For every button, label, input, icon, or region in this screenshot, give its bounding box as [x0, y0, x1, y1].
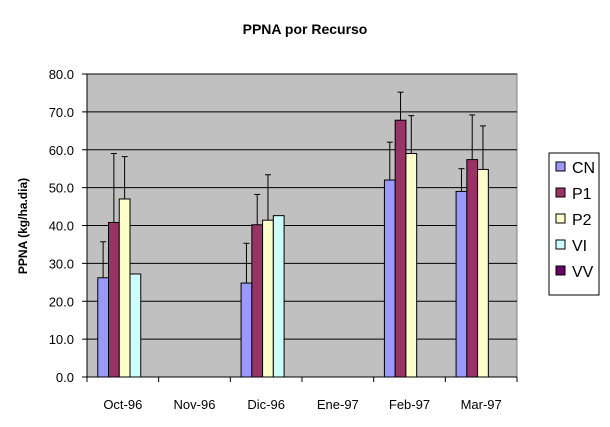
x-tick-label: Mar-97 — [461, 397, 502, 412]
bar-p1-mar-97 — [466, 159, 479, 378]
legend-label-vv: VV — [572, 264, 594, 281]
legend-label-p2: P2 — [572, 212, 592, 229]
legend-swatch-vv — [555, 265, 566, 276]
bar-cn-mar-97 — [455, 190, 468, 378]
legend-swatch-p1 — [555, 187, 566, 198]
x-tick-label: Dic-96 — [247, 397, 285, 412]
y-tick-label: 40.0 — [49, 219, 74, 234]
bar-p2-mar-97 — [477, 168, 489, 378]
bar-cn-oct-96 — [97, 277, 109, 378]
y-tick-label: 80.0 — [49, 67, 74, 82]
bars — [97, 119, 489, 378]
y-tick-label: 20.0 — [49, 294, 74, 309]
bar-p1-dic-96 — [251, 224, 264, 378]
y-tick-label: 0.0 — [56, 370, 74, 385]
y-tick-label: 30.0 — [49, 256, 74, 271]
bar-p2-feb-97 — [405, 153, 418, 378]
y-tick-label: 50.0 — [49, 181, 74, 196]
bar-p1-oct-96 — [108, 221, 120, 378]
gridlines — [87, 73, 517, 340]
legend-swatch-p2 — [555, 213, 566, 224]
x-tick-label: Ene-97 — [317, 397, 359, 412]
x-tick-label: Oct-96 — [103, 397, 142, 412]
bar-cn-dic-96 — [240, 282, 253, 378]
x-tick-label: Nov-96 — [174, 397, 216, 412]
legend-label-p1: P1 — [572, 186, 592, 203]
legend-swatch-cn — [555, 161, 566, 172]
bar-cn-feb-97 — [383, 179, 396, 378]
legend-label-vi: VI — [572, 238, 587, 255]
legend-swatch-vi — [555, 239, 566, 250]
x-tick-label: Feb-97 — [389, 397, 430, 412]
y-tick-label: 10.0 — [49, 332, 74, 347]
y-axis-label: PPNA (kg/ha.dia) — [16, 178, 30, 274]
x-axis-ticks: Oct-96 Nov-96 Dic-96 Ene-97 Feb-97 Mar-97 — [86, 377, 518, 412]
legend-label-cn: CN — [572, 160, 595, 177]
y-axis-ticks: 0.0 10.0 20.0 30.0 40.0 50.0 60.0 70.0 80.0 — [49, 67, 87, 385]
bar-p2-oct-96 — [118, 198, 131, 378]
bar-p1-feb-97 — [394, 119, 407, 378]
error-bars — [100, 91, 486, 284]
bar-vi-dic-96 — [272, 215, 285, 378]
chart-title: PPNA por Recurso — [243, 21, 368, 37]
y-tick-label: 70.0 — [49, 105, 74, 120]
y-tick-label: 60.0 — [49, 143, 74, 158]
legend: CN P1 P2 VI VV — [548, 152, 600, 296]
bar-vi-oct-96 — [129, 273, 142, 378]
bar-p2-dic-96 — [262, 219, 274, 378]
